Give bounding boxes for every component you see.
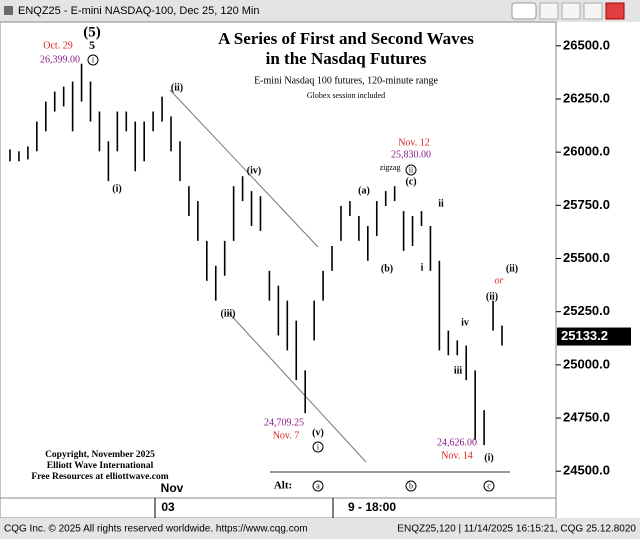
circled-label xyxy=(405,164,417,176)
annotation: (ii) xyxy=(171,82,183,93)
x-label: 03 xyxy=(161,500,175,514)
annotation: zigzag xyxy=(380,163,401,172)
wave-label: b xyxy=(409,481,413,490)
y-tick-label: 25750.0 xyxy=(563,197,610,212)
wave-label: i xyxy=(317,442,320,451)
y-tick-label: 26250.0 xyxy=(563,90,610,105)
annotation: iii xyxy=(454,365,463,376)
maximize-button[interactable] xyxy=(583,2,603,20)
annotation: 5 xyxy=(89,38,95,52)
x-label: Nov xyxy=(161,481,184,495)
annotation: (5) xyxy=(83,24,101,40)
plot-area xyxy=(0,21,557,499)
y-tick-label: 26500.0 xyxy=(563,37,610,52)
annotation: (b) xyxy=(381,263,393,274)
wave-label: ii xyxy=(409,165,414,174)
wave-label: a xyxy=(316,481,320,490)
circled-label xyxy=(312,441,324,453)
annotation: (ii) xyxy=(506,263,518,274)
circled-label xyxy=(87,54,99,66)
annotation: 25,830.00 xyxy=(391,149,431,160)
x-label: 9 - 18:00 xyxy=(348,500,396,514)
y-tick-label: 25250.0 xyxy=(563,303,610,318)
y-tick-label: 26000.0 xyxy=(563,144,610,159)
status-bar xyxy=(0,518,640,539)
annotation: (iv) xyxy=(247,165,261,176)
wave-label: i xyxy=(92,55,95,64)
footer-left: CQG Inc. © 2025 All rights reserved worl… xyxy=(4,524,308,535)
annotation: (i) xyxy=(484,452,493,463)
annotation: 26,399.00 xyxy=(40,54,80,65)
circled-label xyxy=(483,480,495,492)
annotation: Oct. 29 xyxy=(43,40,72,51)
last-price-box xyxy=(557,327,631,346)
chart-subtitle: Globex session included xyxy=(307,91,385,100)
copyright: Free Resources at elliottwave.com xyxy=(31,472,168,482)
y-tick-label: 25000.0 xyxy=(563,356,610,371)
minimize-button[interactable] xyxy=(561,2,581,20)
time-axis xyxy=(0,497,557,519)
annotation: ii xyxy=(438,198,444,209)
footer-right: ENQZ25,120 | 11/14/2025 16:15:21, CQG 25… xyxy=(397,524,636,535)
y-tick-label: 24500.0 xyxy=(563,463,610,478)
annotation: 24,626.00 xyxy=(437,437,477,448)
copyright: Elliott Wave International xyxy=(47,461,154,471)
annotation: (c) xyxy=(405,176,416,187)
annotation: Nov. 12 xyxy=(398,137,430,148)
menu-button[interactable] xyxy=(539,2,559,20)
wave-label: c xyxy=(487,481,491,490)
title-bar xyxy=(0,0,640,22)
last-price-label: 25133.2 xyxy=(561,328,608,343)
annotation: (i) xyxy=(112,183,121,194)
annotation: iv xyxy=(461,317,469,328)
link-button[interactable] xyxy=(511,2,537,20)
annotation: Nov. 14 xyxy=(441,450,473,461)
channel-line xyxy=(227,311,367,463)
annotation: or xyxy=(495,275,504,286)
annotation: i xyxy=(421,262,424,273)
chart-title: in the Nasdaq Futures xyxy=(266,49,427,68)
annotation: (iii) xyxy=(221,308,236,319)
annotation: Nov. 7 xyxy=(273,430,300,441)
annotation: 24,709.25 xyxy=(264,417,304,428)
channel-line xyxy=(169,89,319,248)
alt-label: Alt: xyxy=(274,480,292,492)
chart-title: A Series of First and Second Waves xyxy=(218,29,474,48)
y-tick-label: 24750.0 xyxy=(563,409,610,424)
close-button[interactable] xyxy=(605,2,625,20)
annotation: (v) xyxy=(312,427,324,438)
chart-subtitle: E-mini Nasdaq 100 futures, 120-minute ra… xyxy=(254,75,438,86)
copyright: Copyright, November 2025 xyxy=(45,450,155,460)
circled-label xyxy=(405,480,417,492)
window-title: ENQZ25 - E-mini NASDAQ-100, Dec 25, 120 … xyxy=(18,5,259,17)
app-icon xyxy=(4,6,13,15)
annotation: (a) xyxy=(358,185,370,196)
annotation: (ii) xyxy=(486,291,498,302)
circled-label xyxy=(312,480,324,492)
y-tick-label: 25500.0 xyxy=(563,250,610,265)
